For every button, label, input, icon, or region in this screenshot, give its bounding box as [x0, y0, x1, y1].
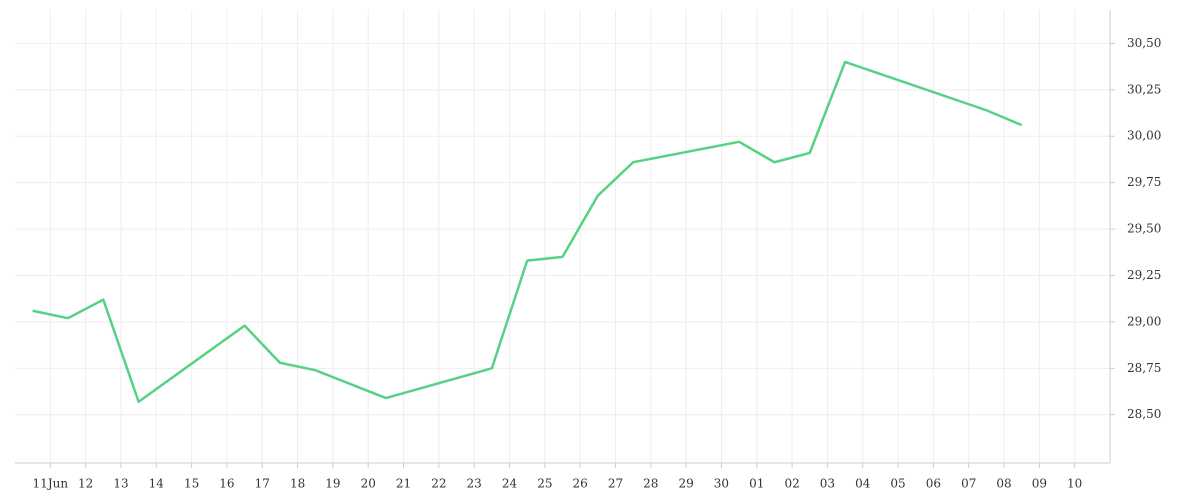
x-tick-label: 02 [784, 477, 799, 491]
x-tick-label: 14 [149, 477, 165, 491]
x-tick-label: 20 [361, 477, 376, 491]
y-tick-label: 30,00 [1127, 129, 1161, 143]
line [32, 60, 1023, 403]
x-tick-label: 29 [678, 477, 693, 491]
x-tick-label: 19 [325, 477, 340, 491]
y-tick-label: 29,00 [1127, 314, 1161, 328]
x-tick-label: 13 [113, 477, 128, 491]
x-tick-label: 11Jun [33, 477, 69, 491]
x-tick-label: 07 [961, 477, 976, 491]
y-tick-label: 30,50 [1127, 36, 1161, 50]
x-tick-label: 28 [643, 477, 658, 491]
x-tick-label: 17 [255, 477, 270, 491]
x-tick-label: 09 [1032, 477, 1047, 491]
x-tick-label: 30 [714, 477, 729, 491]
x-tick-label: 01 [749, 477, 764, 491]
x-tick-label: 23 [467, 477, 482, 491]
y-tick-label: 28,75 [1127, 361, 1161, 375]
x-tick-label: 25 [537, 477, 552, 491]
y-tick-label: 29,75 [1127, 175, 1161, 189]
y-tick-label: 28,50 [1127, 407, 1161, 421]
x-tick-label: 08 [996, 477, 1011, 491]
y-tick-label: 30,25 [1127, 82, 1161, 96]
x-tick-label: 24 [502, 477, 518, 491]
x-tick-label: 10 [1067, 477, 1082, 491]
x-tick-label: 05 [890, 477, 905, 491]
y-tick-label: 29,50 [1127, 222, 1161, 236]
x-tick-label: 26 [573, 477, 588, 491]
x-tick-label: 04 [855, 477, 871, 491]
x-tick-label: 15 [184, 477, 199, 491]
x-tick-label: 21 [396, 477, 411, 491]
x-tick-label: 06 [926, 477, 941, 491]
x-tick-label: 27 [608, 477, 623, 491]
x-tick-label: 16 [219, 477, 234, 491]
x-tick-label: 03 [820, 477, 835, 491]
x-tick-label: 12 [78, 477, 93, 491]
x-tick-label: 22 [431, 477, 446, 491]
x-tick-label: 18 [290, 477, 305, 491]
y-tick-label: 29,25 [1127, 268, 1161, 282]
